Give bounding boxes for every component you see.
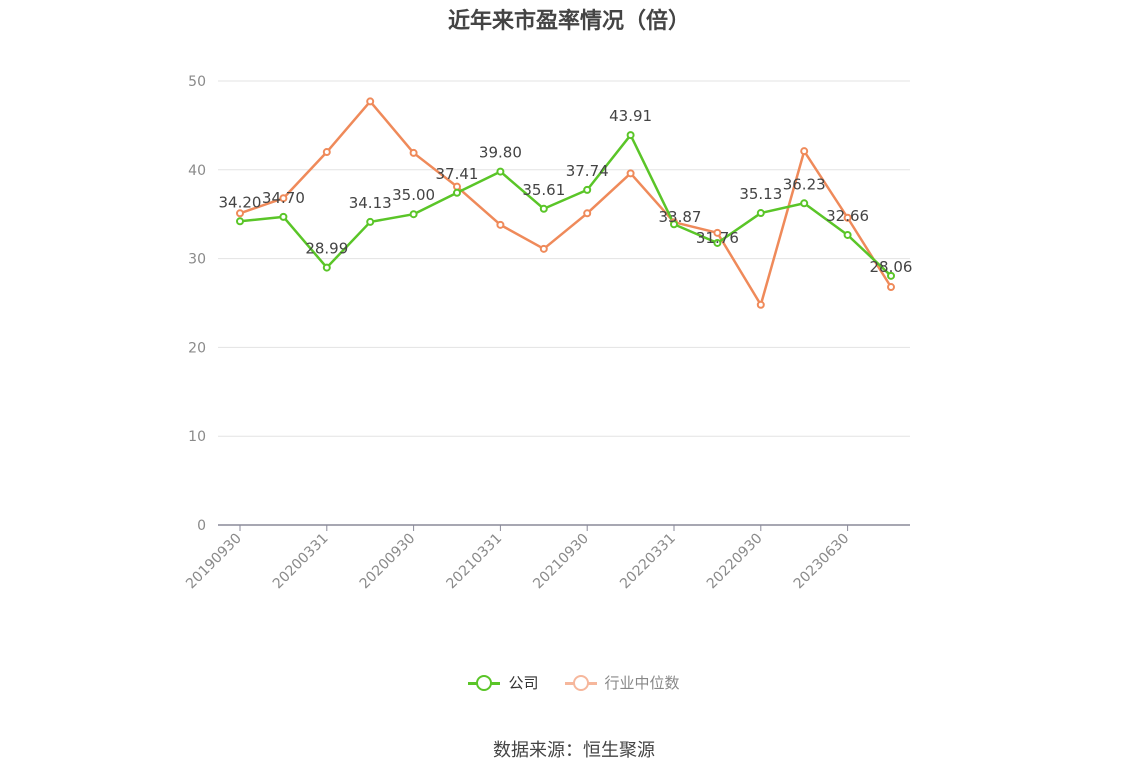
x-tick-label: 20210930: [530, 531, 592, 593]
data-label-company: 34.70: [262, 189, 305, 207]
x-tick-label: 20200930: [357, 531, 419, 593]
series-line-industry-median: [239, 100, 893, 307]
data-label-company: 36.23: [783, 175, 826, 193]
data-source: 数据来源：恒生聚源: [493, 740, 655, 761]
data-point-company: [800, 199, 809, 208]
y-tick-label: 30: [188, 252, 206, 268]
data-point-company: [366, 217, 375, 226]
data-point-industry-median: [626, 169, 635, 178]
data-point-company: [236, 217, 244, 226]
data-point-company: [322, 263, 331, 272]
data-point-company: [756, 209, 765, 218]
data-point-company: [496, 167, 505, 176]
data-label-company: 33.87: [659, 208, 702, 226]
data-point-industry-median: [322, 148, 331, 157]
y-tick-label: 40: [188, 163, 206, 179]
data-point-company: [626, 131, 635, 140]
data-label-company: 43.91: [609, 107, 652, 125]
data-point-industry-median: [583, 209, 592, 218]
data-point-company: [887, 271, 895, 280]
data-label-company: 39.80: [479, 144, 522, 162]
legend-swatch-industry-median: [564, 673, 597, 693]
data-point-company: [279, 212, 288, 221]
data-label-company: 37.41: [436, 165, 479, 183]
legend: 公司 行业中位数: [0, 672, 1148, 693]
y-tick-label: 10: [188, 429, 206, 445]
x-tick-label: 20210331: [444, 531, 506, 593]
y-tick-label: 0: [197, 518, 206, 534]
data-label-company: 37.74: [566, 162, 609, 180]
data-point-industry-median: [496, 220, 505, 229]
data-label-company: 32.66: [826, 207, 869, 225]
data-label-company: 34.13: [349, 194, 392, 212]
data-point-industry-median: [236, 209, 244, 218]
data-point-industry-median: [366, 97, 375, 106]
data-label-company: 28.06: [870, 258, 913, 276]
data-label-company: 31.76: [696, 229, 739, 247]
x-tick-label: 20230630: [791, 531, 853, 593]
data-point-company: [670, 220, 678, 229]
y-axis-ticks: 0 10 20 30 40 50: [188, 74, 206, 534]
x-tick-label: 20220331: [617, 531, 679, 593]
data-point-company: [409, 210, 418, 219]
legend-label-company: 公司: [508, 674, 539, 692]
data-point-industry-median: [713, 228, 722, 237]
data-point-industry-median: [279, 194, 288, 203]
data-label-company: 35.61: [522, 181, 565, 199]
data-point-industry-median: [843, 213, 852, 222]
x-tick-label: 20200331: [270, 531, 332, 593]
data-label-company: 28.99: [305, 240, 348, 258]
series-line-company: [239, 133, 892, 277]
data-label-company: 34.20: [219, 193, 262, 211]
data-point-industry-median: [539, 244, 548, 253]
legend-swatch-company: [468, 673, 501, 693]
data-point-industry-median: [887, 283, 895, 292]
chart-title: 近年来市盈率情况（倍）: [447, 9, 690, 34]
y-tick-label: 20: [188, 340, 206, 356]
data-label-company: 35.00: [392, 186, 435, 204]
x-tick-label: 20190930: [183, 531, 245, 593]
legend-item-company[interactable]: 公司: [468, 672, 539, 693]
y-tick-label: 50: [188, 74, 206, 90]
data-point-company: [713, 238, 722, 247]
data-point-industry-median: [453, 182, 461, 191]
series-lines: [239, 100, 893, 307]
data-point-industry-median: [800, 147, 809, 156]
x-axis: 20190930 20200331 20200930 20210331 20210930…: [183, 524, 910, 593]
data-point-industry-median: [409, 148, 418, 157]
data-points: [236, 97, 895, 309]
data-point-company: [583, 185, 592, 194]
data-point-company: [453, 188, 461, 197]
data-point-company: [843, 230, 852, 239]
grid-lines: [218, 80, 910, 437]
data-point-industry-median: [756, 300, 765, 309]
x-tick-label: 20220930: [704, 531, 766, 593]
data-point-company: [539, 204, 548, 213]
legend-label-industry-median: 行业中位数: [604, 674, 680, 692]
legend-item-industry-median[interactable]: 行业中位数: [564, 672, 680, 693]
data-label-company: 35.13: [739, 185, 782, 203]
